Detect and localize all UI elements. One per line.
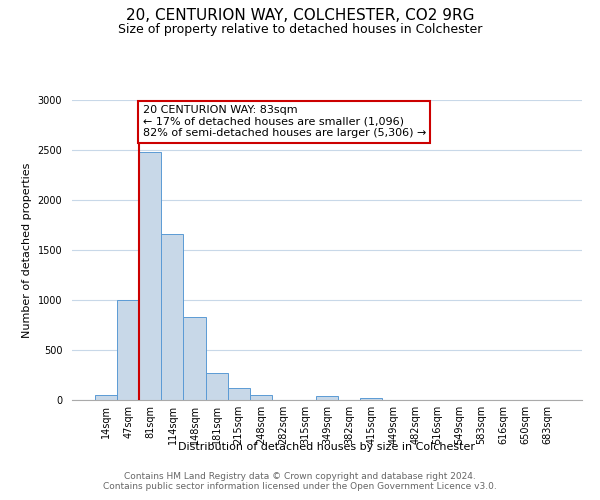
Text: Size of property relative to detached houses in Colchester: Size of property relative to detached ho…: [118, 22, 482, 36]
Bar: [117, 300, 139, 400]
Y-axis label: Number of detached properties: Number of detached properties: [22, 162, 32, 338]
Text: Contains HM Land Registry data © Crown copyright and database right 2024.: Contains HM Land Registry data © Crown c…: [124, 472, 476, 481]
Bar: [250, 394, 272, 400]
Text: Distribution of detached houses by size in Colchester: Distribution of detached houses by size …: [179, 442, 476, 452]
Bar: [360, 398, 382, 400]
Bar: [206, 373, 227, 400]
Text: 20, CENTURION WAY, COLCHESTER, CO2 9RG: 20, CENTURION WAY, COLCHESTER, CO2 9RG: [126, 8, 474, 22]
Bar: [139, 152, 161, 400]
Bar: [227, 388, 250, 400]
Bar: [316, 396, 338, 400]
Text: 20 CENTURION WAY: 83sqm
← 17% of detached houses are smaller (1,096)
82% of semi: 20 CENTURION WAY: 83sqm ← 17% of detache…: [143, 105, 426, 138]
Text: Contains public sector information licensed under the Open Government Licence v3: Contains public sector information licen…: [103, 482, 497, 491]
Bar: [95, 394, 117, 400]
Bar: [184, 317, 206, 400]
Bar: [161, 234, 184, 400]
